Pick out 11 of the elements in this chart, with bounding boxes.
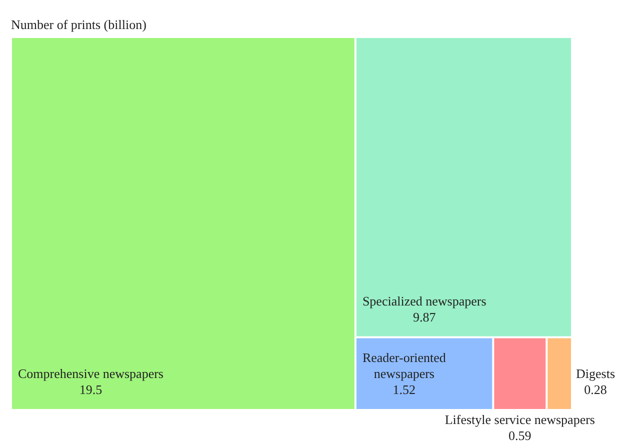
data-label: 0.59 xyxy=(508,428,532,443)
category-label: Reader-oriented newspapers xyxy=(362,350,446,381)
data-label: 1.52 xyxy=(392,382,416,397)
category-label: Digests xyxy=(576,366,615,381)
data-label: 19.5 xyxy=(79,382,102,397)
data-label: 0.28 xyxy=(584,382,607,397)
category-label: Comprehensive newspapers xyxy=(18,366,164,381)
data-label: 9.87 xyxy=(412,309,436,324)
text: Number of prints (billion) xyxy=(11,17,146,32)
category-label: Lifestyle service newspapers xyxy=(444,412,595,427)
category-label: Specialized newspapers xyxy=(362,293,486,308)
